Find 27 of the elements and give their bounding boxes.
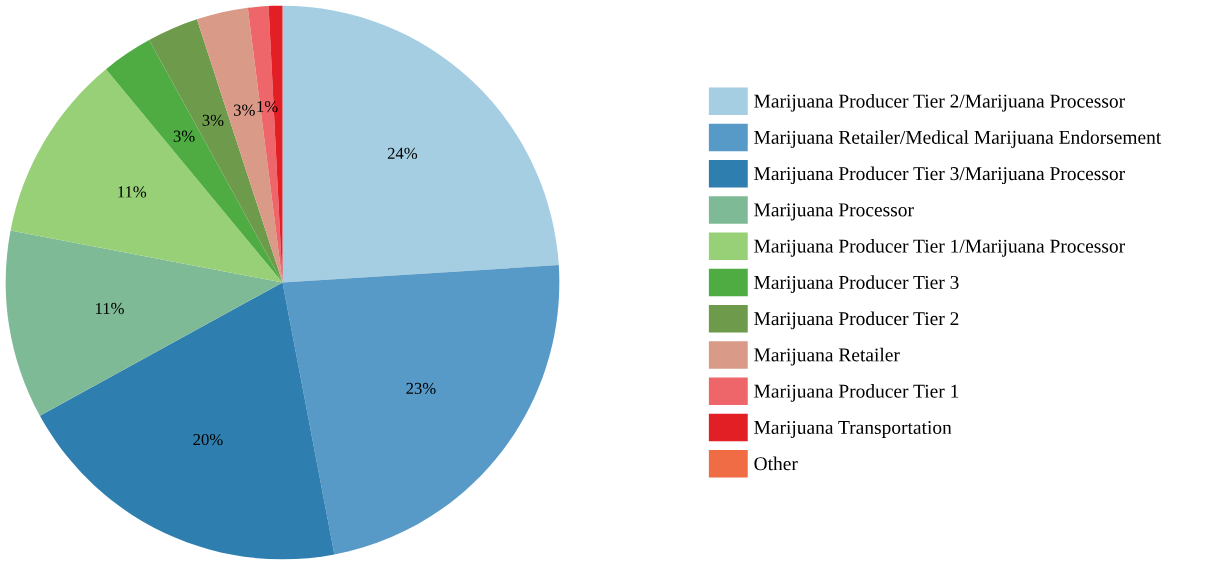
data-label: 24% [387, 147, 418, 160]
data-label: 1% [257, 100, 278, 113]
legend-label: Marijuana Producer Tier 1 [754, 384, 959, 402]
legend-label: Marijuana Producer Tier 3/Marijuana Processor [754, 166, 1125, 185]
legend-label: Marijuana Producer Tier 1/Marijuana Processor [754, 239, 1125, 257]
pie-slice [149, 19, 283, 283]
legend-label: Marijuana Processor [754, 203, 914, 221]
data-label: 11% [96, 302, 124, 315]
data-label: 3% [202, 114, 224, 126]
pie-slice [39, 282, 335, 560]
data-label: 23% [406, 382, 436, 395]
data-label: 3% [233, 104, 255, 116]
legend-label: Marijuana Producer Tier 2/Marijuana Processor [754, 93, 1125, 112]
data-label: 11% [118, 186, 147, 198]
pie-slice [282, 5, 559, 283]
pie-slice [106, 39, 283, 283]
pie-slice [10, 69, 283, 283]
data-label: 3% [173, 130, 195, 142]
legend-label: Marijuana Producer Tier 2 [754, 311, 959, 330]
pie-slice [282, 265, 560, 555]
data-label: 20% [193, 433, 223, 446]
pie-slice [5, 230, 283, 416]
legend-label: Other [754, 456, 798, 471]
legend-label: Marijuana Retailer [754, 347, 900, 366]
legend-label: Marijuana Retailer/Medical Marijuana Endorsement [754, 130, 1162, 148]
legend-label: Marijuana Producer Tier 3 [754, 275, 959, 293]
legend-label: Marijuana Transportation [754, 420, 952, 438]
